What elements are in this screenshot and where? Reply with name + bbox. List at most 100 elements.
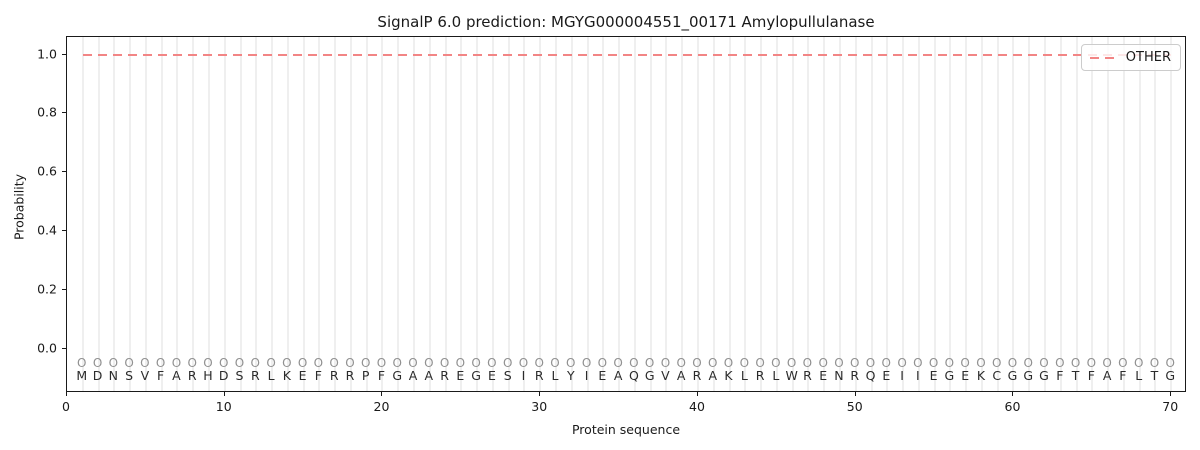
gridline — [618, 37, 621, 391]
residue-letter: E — [456, 367, 465, 383]
residue-marker: O — [92, 355, 103, 370]
residue-letter: Q — [865, 367, 876, 383]
residue-marker: O — [581, 355, 592, 370]
residue-letter: C — [992, 367, 1002, 383]
x-tick — [696, 392, 698, 396]
residue-letter: R — [850, 367, 860, 383]
residue-letter: R — [755, 367, 765, 383]
residue-letter: I — [915, 367, 920, 383]
residue-marker: O — [108, 355, 119, 370]
x-tick — [223, 392, 225, 396]
gridline — [113, 37, 116, 391]
residue-letter: L — [772, 367, 780, 383]
residue-letter: R — [329, 367, 339, 383]
residue-letter: K — [724, 367, 733, 383]
residue-marker: O — [1086, 355, 1097, 370]
y-tick — [62, 112, 66, 114]
residue-letter: T — [1071, 367, 1080, 383]
gridline — [81, 37, 84, 391]
residue-letter: G — [1007, 367, 1018, 383]
gridline — [444, 37, 447, 391]
gridline — [933, 37, 936, 391]
gridline — [949, 37, 952, 391]
residue-marker: O — [1102, 355, 1112, 370]
x-tick-label: 0 — [62, 399, 70, 414]
residue-marker: O — [171, 355, 182, 370]
x-tick — [1012, 392, 1014, 396]
y-tick — [62, 230, 66, 232]
x-tick — [854, 392, 856, 396]
residue-letter: A — [172, 367, 181, 383]
residue-marker: O — [550, 355, 560, 370]
residue-marker: O — [802, 355, 813, 370]
gridline — [413, 37, 416, 391]
gridline — [570, 37, 573, 391]
gridline — [1044, 37, 1047, 391]
gridline — [381, 37, 384, 391]
residue-letter: A — [408, 367, 418, 383]
residue-marker: O — [1007, 355, 1018, 370]
residue-letter: A — [424, 367, 434, 383]
gridline — [255, 37, 258, 391]
gridline — [302, 37, 305, 391]
residue-marker: O — [897, 355, 907, 370]
gridline — [712, 37, 715, 391]
residue-marker: O — [960, 355, 970, 370]
residue-marker: O — [818, 355, 828, 370]
gridline — [633, 37, 636, 391]
y-tick-label: 1.0 — [37, 46, 57, 62]
gridline — [1170, 37, 1173, 391]
residue-letter: E — [961, 367, 970, 383]
residue-marker: O — [234, 355, 245, 370]
residue-marker: O — [250, 355, 261, 370]
residue-marker: O — [944, 355, 955, 370]
residue-marker: O — [834, 355, 844, 370]
residue-marker: O — [755, 355, 765, 370]
residue-marker: O — [629, 355, 639, 370]
residue-marker: O — [991, 355, 1002, 370]
chart-title: SignalP 6.0 prediction: MGYG000004551_00… — [377, 13, 875, 31]
y-tick-label: 0.0 — [37, 340, 57, 356]
residue-letter: K — [282, 367, 291, 383]
residue-letter: S — [235, 367, 244, 383]
gridline — [870, 37, 873, 391]
residue-marker: O — [849, 355, 860, 370]
gridline — [838, 37, 841, 391]
gridline — [1138, 37, 1141, 391]
residue-marker: O — [376, 355, 387, 370]
residue-marker: O — [976, 355, 986, 370]
gridline — [854, 37, 857, 391]
residue-marker: O — [187, 355, 197, 370]
residue-letter: H — [203, 367, 213, 383]
gridline — [507, 37, 510, 391]
gridline — [271, 37, 274, 391]
residue-marker: O — [1149, 355, 1160, 370]
residue-letter: A — [708, 367, 718, 383]
x-tick-label: 30 — [531, 399, 548, 414]
gridline — [823, 37, 826, 391]
residue-marker: O — [692, 355, 702, 370]
residue-marker: O — [77, 355, 87, 370]
residue-marker: O — [282, 355, 292, 370]
residue-marker: O — [676, 355, 686, 370]
residue-letter: R — [250, 367, 260, 383]
gridline — [318, 37, 321, 391]
residue-marker: O — [1023, 355, 1033, 370]
residue-letter: A — [613, 367, 623, 383]
gridline — [491, 37, 494, 391]
residue-letter: L — [1135, 367, 1143, 383]
residue-marker: O — [345, 355, 355, 370]
residue-letter: F — [1056, 367, 1064, 383]
gridline — [1028, 37, 1031, 391]
gridline — [696, 37, 699, 391]
residue-letter: R — [345, 367, 355, 383]
residue-marker: O — [708, 355, 718, 370]
gridline — [397, 37, 400, 391]
residue-marker: O — [424, 355, 434, 370]
residue-marker: O — [502, 355, 513, 370]
residue-letter: G — [1023, 367, 1034, 383]
x-tick-label: 70 — [1162, 399, 1179, 414]
legend-label: OTHER — [1125, 50, 1171, 65]
residue-marker: O — [1039, 355, 1049, 370]
